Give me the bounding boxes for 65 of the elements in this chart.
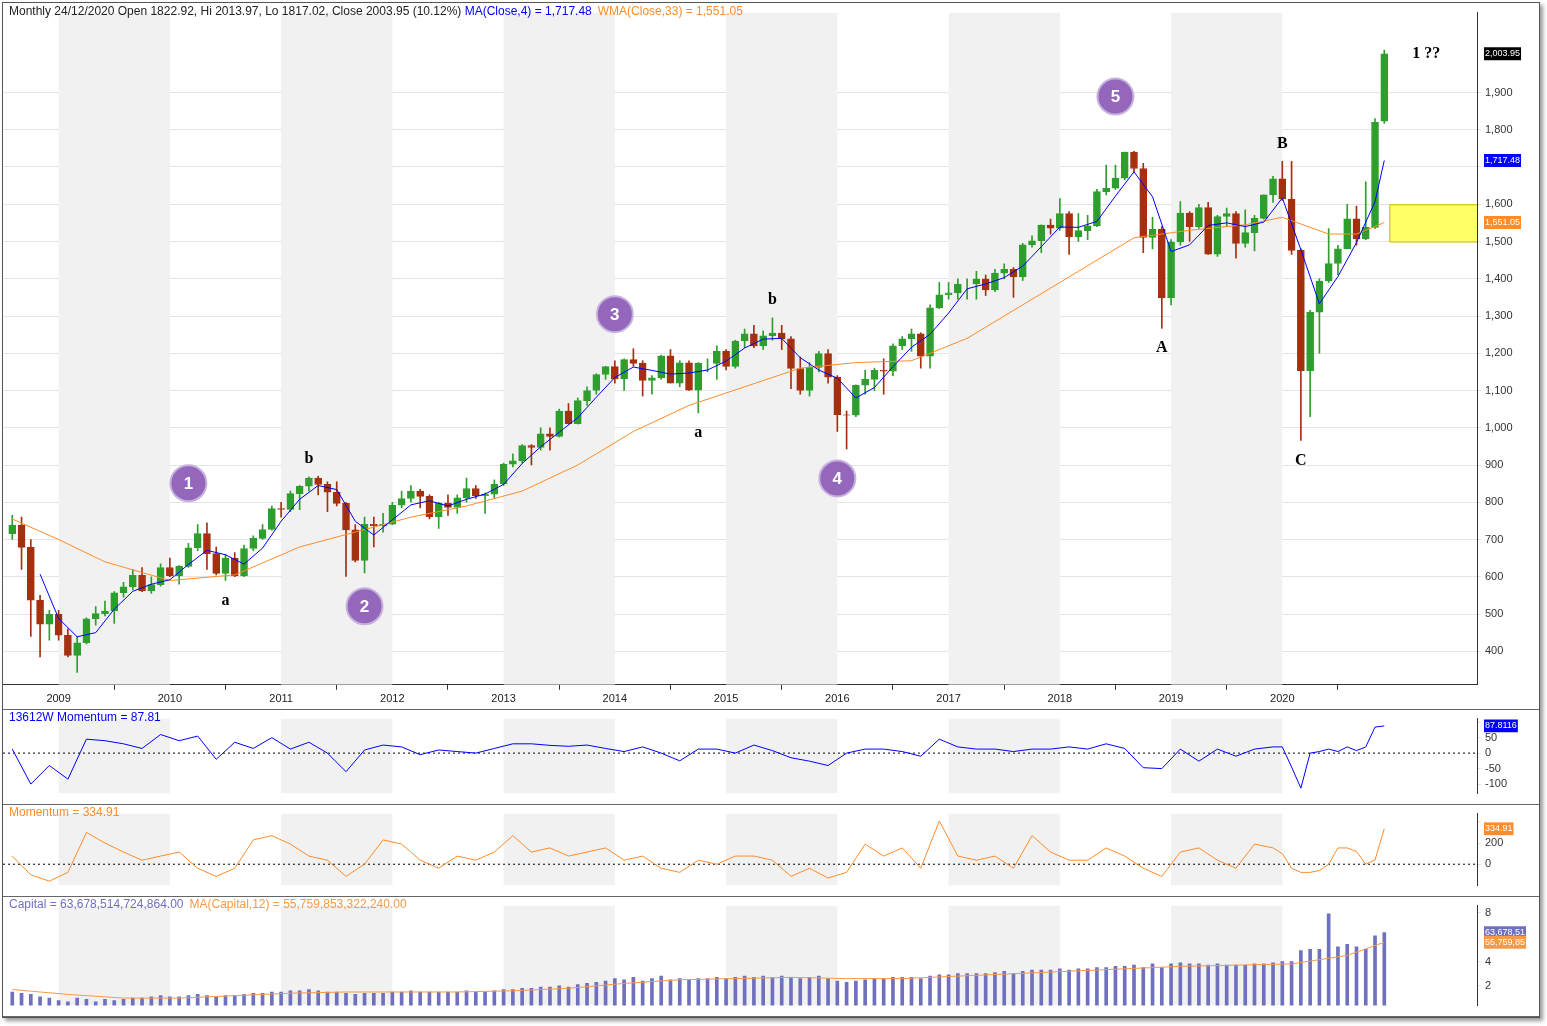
text: MA(Capital,12) = 55,759,853,322,240.00	[189, 897, 407, 911]
annotation: 1 ??	[1412, 43, 1441, 61]
series-label: 13612W Momentum = 87.81	[9, 710, 161, 724]
y-tick-label: 1,200	[1485, 346, 1513, 359]
x-tick-label: 2010	[157, 692, 183, 705]
y-tick-label: 1,100	[1485, 383, 1513, 396]
annotation: A	[1156, 338, 1169, 356]
annotation: 2	[359, 596, 370, 616]
y-tick-label: 900	[1485, 458, 1504, 471]
y-tick-label: 1,600	[1485, 197, 1513, 210]
y-tick-label: 50	[1485, 730, 1498, 743]
y-tick-label: 700	[1485, 532, 1504, 545]
y-tick-label: 1,551.05	[1485, 216, 1521, 227]
y-tick-label: 1,717.48	[1485, 154, 1521, 165]
x-tick-label: 2015	[713, 692, 739, 705]
y-tick-label: 2,003.95	[1485, 48, 1521, 59]
chart-title: Monthly 24/12/2020 Open 1822.92, Hi 2013.97, Lo 1817.02, Close 2003.95 (10.12%)	[9, 4, 463, 18]
y-tick-label: 2	[1485, 978, 1492, 991]
y-tick-label: 800	[1485, 495, 1504, 508]
y-tick-label: 1,500	[1485, 234, 1513, 247]
y-tick-label: 334.91	[1485, 823, 1513, 834]
y-tick-label: 0	[1485, 746, 1492, 759]
x-tick-label: 2012	[380, 692, 405, 705]
annotation: B	[1276, 133, 1288, 151]
y-tick-label: 400	[1485, 644, 1504, 657]
x-tick-label: 2009	[46, 692, 71, 705]
annotation: a	[221, 590, 230, 608]
x-tick-label: 2016	[825, 692, 850, 705]
text: Capital = 63,678,514,724,864.00	[9, 897, 184, 911]
y-tick-label: 55,759,85	[1485, 936, 1526, 947]
y-tick-label: -100	[1485, 777, 1508, 790]
text: MA(Close,4) = 1,717.48	[464, 4, 592, 18]
y-tick-label: 500	[1485, 607, 1504, 620]
x-tick-label: 2019	[1158, 692, 1184, 705]
y-tick-label: 1,000	[1485, 420, 1513, 433]
x-tick-label: 2013	[491, 692, 516, 705]
y-tick-label: -50	[1485, 761, 1501, 774]
annotation: 4	[832, 469, 843, 489]
y-tick-label: 1,800	[1485, 122, 1513, 135]
y-tick-label: 4	[1485, 954, 1492, 967]
annotation: b	[767, 290, 777, 308]
candlestick	[546, 427, 554, 451]
x-tick-label: 2018	[1047, 692, 1073, 705]
text: WMA(Close,33) = 1,551.05	[597, 4, 743, 18]
x-tick-label: 2017	[936, 692, 961, 705]
text: Momentum = 334.91	[9, 805, 120, 819]
annotation: C	[1295, 450, 1307, 468]
annotation: a	[694, 423, 703, 440]
annotation: b	[304, 449, 314, 467]
annotation: 1	[183, 473, 194, 493]
y-tick-label: 63,678,51	[1485, 927, 1526, 938]
y-tick-label: 87.8116	[1485, 720, 1517, 731]
y-tick-label: 1,900	[1485, 85, 1513, 98]
annotation: 5	[1110, 87, 1121, 107]
y-tick-label: 1,400	[1485, 271, 1513, 284]
y-tick-label: 200	[1485, 836, 1504, 849]
y-tick-label: 8	[1485, 905, 1492, 918]
y-tick-label: 1,300	[1485, 309, 1513, 322]
x-tick-label: 2014	[602, 692, 628, 705]
y-tick-label: 600	[1485, 569, 1504, 582]
y-tick-label: 0	[1485, 857, 1492, 870]
x-tick-label: 2011	[269, 692, 293, 705]
annotation: 3	[610, 304, 620, 324]
candlestick	[879, 358, 888, 395]
x-tick-label: 2020	[1270, 692, 1295, 705]
